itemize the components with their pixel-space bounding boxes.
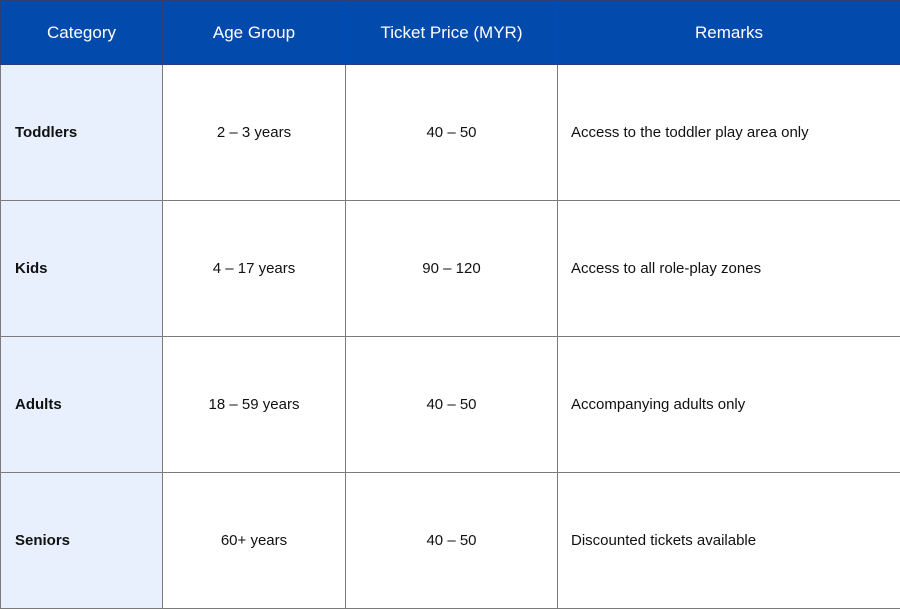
table-row: Seniors 60+ years 40 – 50 Discounted tic… (1, 473, 900, 609)
header-category: Category (1, 1, 163, 65)
price-cell: 40 – 50 (346, 337, 558, 473)
header-ticket-price: Ticket Price (MYR) (346, 1, 558, 65)
category-cell: Seniors (1, 473, 163, 609)
table-row: Toddlers 2 – 3 years 40 – 50 Access to t… (1, 65, 900, 201)
remarks-cell: Access to all role-play zones (558, 201, 900, 337)
category-cell: Kids (1, 201, 163, 337)
age-group-cell: 2 – 3 years (163, 65, 346, 201)
remarks-cell: Access to the toddler play area only (558, 65, 900, 201)
age-group-cell: 18 – 59 years (163, 337, 346, 473)
remarks-cell: Accompanying adults only (558, 337, 900, 473)
category-cell: Toddlers (1, 65, 163, 201)
table-row: Kids 4 – 17 years 90 – 120 Access to all… (1, 201, 900, 337)
price-cell: 90 – 120 (346, 201, 558, 337)
header-row: Category Age Group Ticket Price (MYR) Re… (1, 1, 900, 65)
remarks-cell: Discounted tickets available (558, 473, 900, 609)
header-age-group: Age Group (163, 1, 346, 65)
table-row: Adults 18 – 59 years 40 – 50 Accompanyin… (1, 337, 900, 473)
category-cell: Adults (1, 337, 163, 473)
price-cell: 40 – 50 (346, 473, 558, 609)
age-group-cell: 60+ years (163, 473, 346, 609)
price-cell: 40 – 50 (346, 65, 558, 201)
age-group-cell: 4 – 17 years (163, 201, 346, 337)
header-remarks: Remarks (558, 1, 900, 65)
